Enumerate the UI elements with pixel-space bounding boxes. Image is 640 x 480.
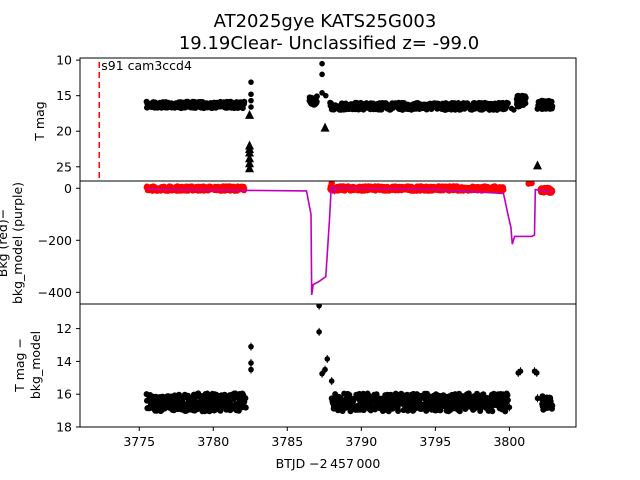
data-point <box>500 186 507 193</box>
data-point <box>504 100 511 107</box>
upper-limit-triangle <box>245 163 255 173</box>
data-point <box>248 366 254 373</box>
x-tick-label: 3800 <box>493 434 525 449</box>
data-point <box>489 408 496 415</box>
y-tick-label: 12 <box>56 321 72 336</box>
data-point <box>517 368 524 375</box>
chart-title-line1: AT2025gye KATS25G003 <box>214 11 437 32</box>
frame-tmag <box>79 57 577 182</box>
data-point <box>324 356 331 362</box>
y-axis-label-bkg-line2: bkg_model (purple) <box>10 182 25 304</box>
y-tick-label: 18 <box>56 420 72 435</box>
data-point <box>328 378 335 384</box>
data-point <box>241 98 248 105</box>
panel-diff: 12 14 16 18 <box>56 304 556 435</box>
data-point <box>549 103 556 110</box>
data-point <box>395 408 402 414</box>
x-axis-label: BTJD −2 457 000 <box>276 456 381 471</box>
data-point <box>506 404 513 411</box>
data-point <box>248 104 254 110</box>
data-point <box>522 100 529 107</box>
y-tick-label: −200 <box>38 233 72 248</box>
data-point <box>316 329 322 335</box>
data-point <box>322 92 329 99</box>
x-tick-label: 3780 <box>197 434 229 449</box>
plot-area <box>143 60 556 173</box>
y-axis-label-diff-line1: T mag − <box>12 338 27 393</box>
x-tick-label: 3785 <box>271 434 303 449</box>
data-point <box>465 390 472 397</box>
data-point <box>319 60 325 67</box>
chart-title-line2: 19.19Clear- Unclassified z= -99.0 <box>179 33 479 54</box>
upper-limit-triangle <box>533 160 543 170</box>
y-tick-label: 16 <box>56 387 72 402</box>
data-point <box>525 181 532 187</box>
data-point <box>548 98 555 105</box>
y-tick-label: 25 <box>56 159 72 174</box>
data-point <box>522 94 529 101</box>
data-point <box>313 98 320 105</box>
y-tick-label: 0 <box>64 181 72 196</box>
upper-limit-triangle <box>320 122 330 132</box>
data-point <box>437 407 444 414</box>
plot-area <box>143 304 556 415</box>
y-axis-label-diff-line2: bkg_model <box>28 331 43 399</box>
y-axis-label-tmag: T mag <box>32 101 47 141</box>
data-point <box>456 408 463 415</box>
y-axis-label-bkg-line1: Bkg (red)− <box>0 209 10 277</box>
upper-limit-triangle <box>245 109 255 119</box>
data-point <box>319 370 325 377</box>
sector-label: s91 cam3ccd4 <box>101 58 192 73</box>
data-point <box>533 370 540 376</box>
y-tick-label: 20 <box>56 124 72 139</box>
frame-diff <box>79 303 577 428</box>
data-point <box>534 395 541 402</box>
data-point <box>242 395 249 402</box>
data-point <box>316 304 322 309</box>
data-point <box>242 404 249 411</box>
x-tick-label: 3775 <box>123 434 155 449</box>
data-point <box>539 106 545 112</box>
data-point <box>504 392 511 399</box>
x-axis-ticks: 3775 3780 3785 3790 3795 3800 <box>123 427 525 449</box>
panel-bkg: 0 −200 −400 <box>38 181 556 300</box>
data-point <box>313 93 320 100</box>
data-point <box>248 343 254 350</box>
data-point <box>549 402 556 409</box>
y-tick-label: 15 <box>56 88 72 103</box>
upper-limit-triangle <box>245 147 255 157</box>
data-point <box>248 97 254 104</box>
bkg-model-line <box>146 181 553 296</box>
x-tick-label: 3795 <box>419 434 451 449</box>
upper-limit-triangle <box>245 158 255 168</box>
x-tick-label: 3790 <box>345 434 377 449</box>
data-point <box>504 397 511 404</box>
y-tick-label: 10 <box>56 53 72 68</box>
panel-tmag: 10 15 20 25 <box>56 53 556 174</box>
data-point <box>248 91 254 98</box>
plot-area <box>143 181 556 296</box>
data-point <box>248 360 254 366</box>
data-point <box>322 366 328 373</box>
y-tick-label: −400 <box>38 285 72 300</box>
data-point <box>248 79 254 85</box>
data-point <box>328 181 335 187</box>
data-point <box>319 71 325 78</box>
y-tick-label: 14 <box>56 354 72 369</box>
data-point <box>217 407 224 414</box>
upper-limit-triangle <box>245 153 255 163</box>
data-point <box>511 107 517 113</box>
